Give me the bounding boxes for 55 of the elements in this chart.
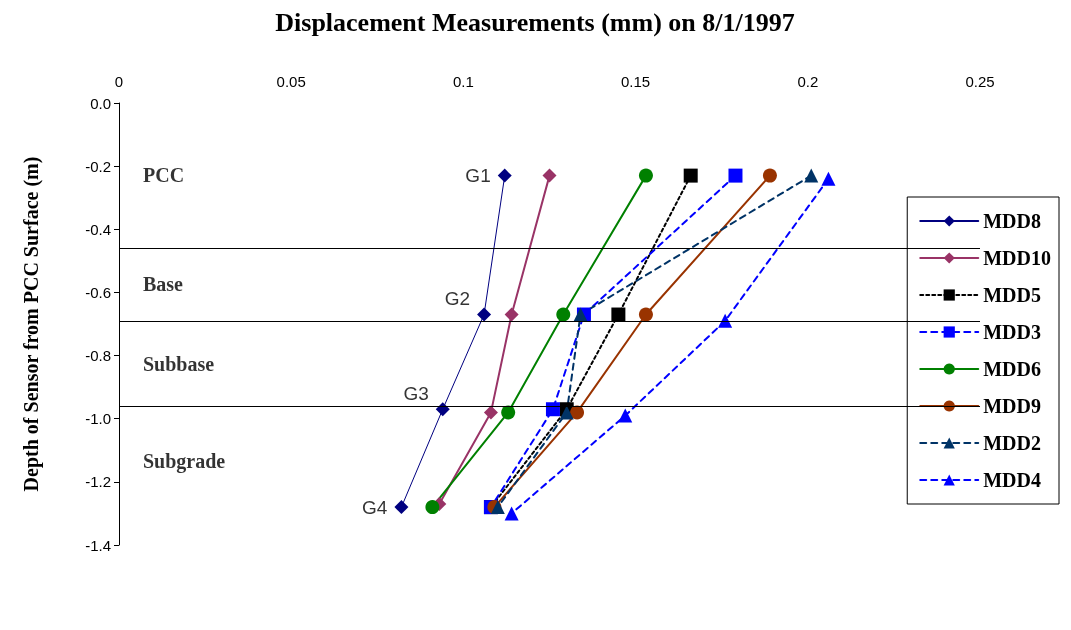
point — [821, 171, 836, 186]
x-tick-label: 0 — [114, 73, 124, 90]
annotation: Base — [143, 272, 184, 295]
y-tick-label: -0.6 — [85, 283, 111, 301]
annotation: G3 — [403, 382, 429, 404]
annotation: Subgrade — [143, 449, 226, 473]
point — [394, 500, 409, 515]
legend-label: MDD6 — [983, 358, 1041, 380]
point — [762, 168, 777, 183]
point — [718, 313, 733, 328]
legend-label: MDD4 — [983, 469, 1041, 491]
point — [497, 168, 512, 183]
point — [425, 500, 440, 515]
x-tick-label: 0.2 — [797, 73, 819, 90]
point — [504, 506, 519, 521]
y-tick-label: -0.8 — [85, 347, 111, 365]
legend-label: MDD9 — [983, 395, 1041, 417]
x-tick-label: 0.1 — [452, 73, 474, 90]
point — [504, 307, 519, 322]
legend-label: MDD3 — [983, 321, 1041, 343]
chart-title: Displacement Measurements (mm) on 8/1/1997 — [275, 7, 795, 37]
annotation: G2 — [444, 288, 471, 310]
point — [570, 405, 585, 420]
legend-label: MDD8 — [983, 210, 1041, 232]
annotation: G1 — [465, 165, 491, 187]
point — [483, 405, 498, 420]
point — [556, 307, 571, 322]
point — [728, 168, 743, 183]
annotation: Subbase — [143, 353, 215, 376]
y-tick-label: -1.2 — [85, 473, 111, 491]
y-tick-label: -1.4 — [85, 536, 111, 554]
legend-label: MDD2 — [983, 432, 1041, 454]
point — [501, 405, 516, 420]
point — [611, 307, 626, 322]
annotation: G4 — [362, 496, 388, 518]
y-tick-label: -0.4 — [85, 220, 111, 238]
point — [542, 168, 557, 183]
point — [618, 408, 633, 423]
legend-label: MDD10 — [983, 247, 1051, 269]
y-tick-label: 0.0 — [90, 94, 111, 112]
legend-label: MDD5 — [983, 284, 1041, 306]
x-tick-label: 0.25 — [965, 73, 995, 90]
point — [638, 168, 653, 183]
point — [435, 402, 450, 417]
y-axis-title: Depth of Sensor from PCC Surface (m) — [20, 156, 43, 492]
x-tick-label: 0.15 — [621, 73, 651, 90]
point — [545, 402, 560, 417]
annotation: PCC — [143, 163, 185, 186]
point — [804, 168, 819, 183]
point — [477, 307, 492, 322]
y-tick-label: -0.2 — [85, 157, 111, 175]
point — [683, 168, 698, 183]
x-tick-label: 0.05 — [276, 73, 306, 90]
point — [638, 307, 653, 322]
y-tick-label: -1.0 — [85, 410, 111, 428]
